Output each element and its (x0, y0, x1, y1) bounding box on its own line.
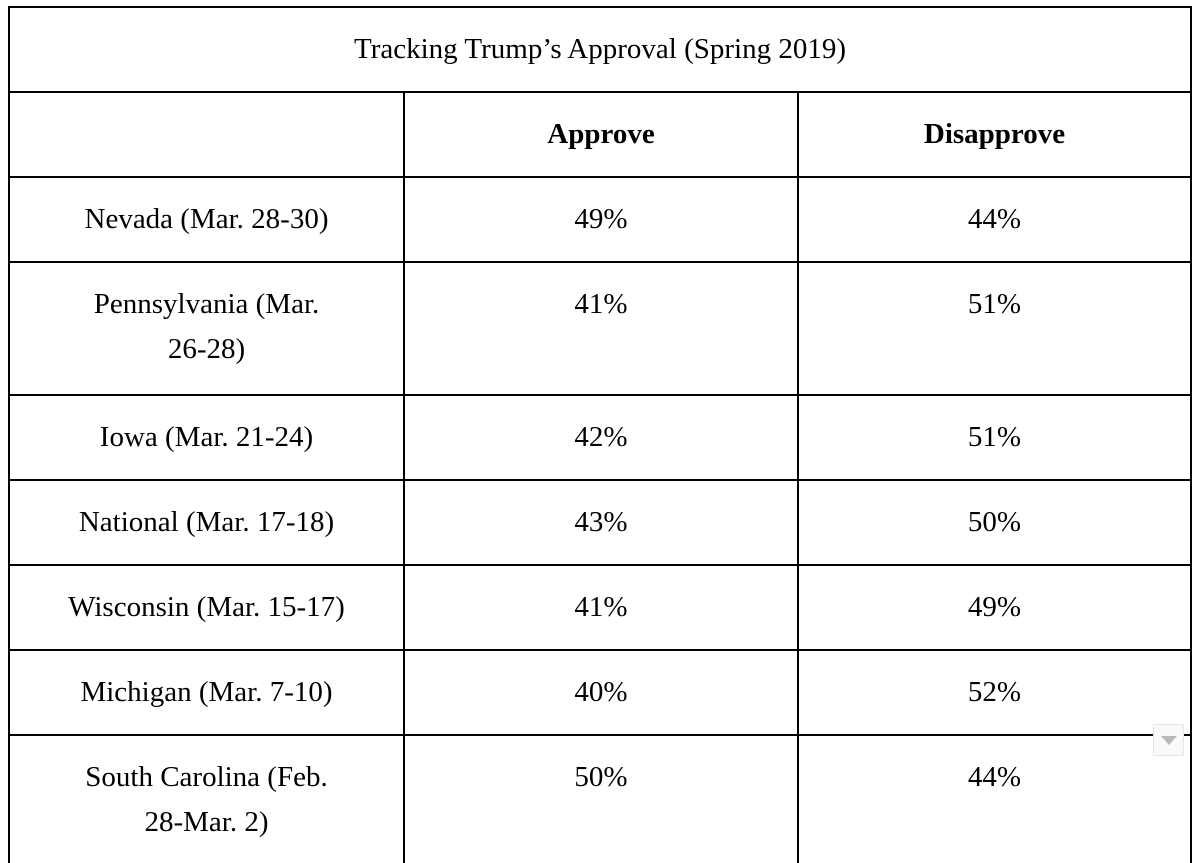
table-row: Michigan (Mar. 7-10) 40% 52% (8, 649, 1193, 736)
state-cell: Wisconsin (Mar. 15-17) (8, 564, 405, 651)
disapprove-cell: 44% (796, 734, 1193, 863)
approve-cell: 50% (403, 734, 799, 863)
triangle-down-icon (1160, 735, 1177, 745)
header-cell-approve: Approve (403, 91, 799, 178)
disapprove-cell: 50% (796, 479, 1193, 566)
approve-cell: 49% (403, 176, 799, 263)
header-cell-disapprove: Disapprove (796, 91, 1193, 178)
table-row: Wisconsin (Mar. 15-17) 41% 49% (8, 564, 1193, 651)
disapprove-cell: 51% (796, 394, 1193, 481)
state-cell: National (Mar. 17-18) (8, 479, 405, 566)
header-cell-blank (8, 91, 405, 178)
state-cell: South Carolina (Feb. 28-Mar. 2) (8, 734, 405, 863)
disapprove-cell: 44% (796, 176, 1193, 263)
approval-table: Tracking Trump’s Approval (Spring 2019) … (7, 6, 1193, 863)
table-header-row: Approve Disapprove (8, 91, 1193, 178)
table-title-row: Tracking Trump’s Approval (Spring 2019) (7, 6, 1193, 93)
approve-cell: 41% (403, 261, 799, 396)
disapprove-cell: 51% (796, 261, 1193, 396)
state-cell: Pennsylvania (Mar. 26-28) (8, 261, 405, 396)
table-row: Iowa (Mar. 21-24) 42% 51% (8, 394, 1193, 481)
approve-cell: 40% (403, 649, 799, 736)
disapprove-cell: 52% (796, 649, 1193, 736)
table-title: Tracking Trump’s Approval (Spring 2019) (7, 6, 1193, 93)
table-row: Pennsylvania (Mar. 26-28) 41% 51% (8, 261, 1193, 396)
table-row: National (Mar. 17-18) 43% 50% (8, 479, 1193, 566)
state-cell: Nevada (Mar. 28-30) (8, 176, 405, 263)
disapprove-cell: 49% (796, 564, 1193, 651)
approve-cell: 42% (403, 394, 799, 481)
approve-cell: 43% (403, 479, 799, 566)
scroll-down-button[interactable] (1153, 724, 1184, 756)
table-row: South Carolina (Feb. 28-Mar. 2) 50% 44% (8, 734, 1193, 863)
table-row: Nevada (Mar. 28-30) 49% 44% (8, 176, 1193, 263)
state-cell: Michigan (Mar. 7-10) (8, 649, 405, 736)
state-cell: Iowa (Mar. 21-24) (8, 394, 405, 481)
approve-cell: 41% (403, 564, 799, 651)
